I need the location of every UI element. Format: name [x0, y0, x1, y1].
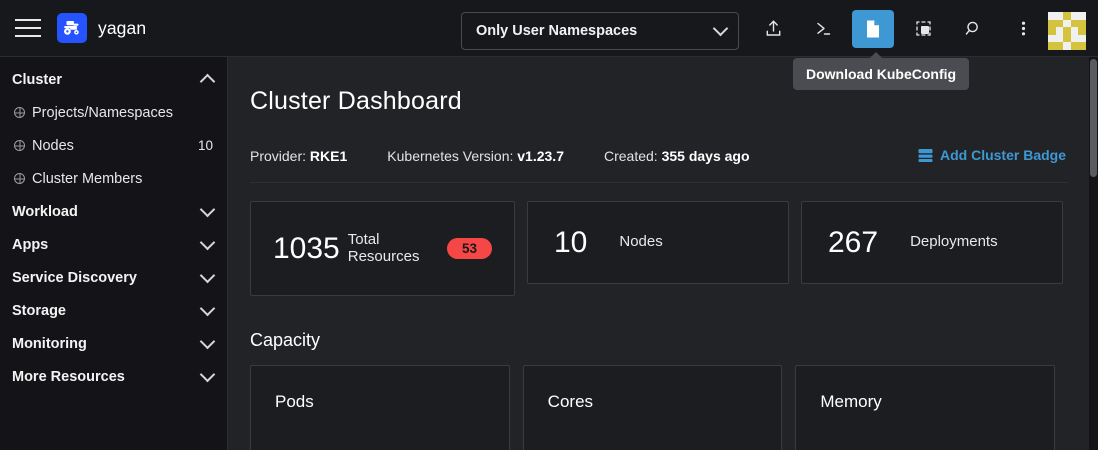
chevron-down-icon — [199, 234, 216, 250]
main-scrollbar[interactable] — [1089, 57, 1098, 450]
chevron-down-icon — [199, 333, 216, 349]
namespace-filter-select[interactable]: Only User Namespaces — [461, 12, 739, 50]
meta-kubernetes-version-value: v1.23.7 — [517, 148, 564, 164]
capacity-cards: Pods Cores Memory — [250, 365, 1068, 450]
stat-value: 1035 — [273, 231, 340, 265]
stat-card-deployments[interactable]: 267 Deployments — [801, 201, 1063, 284]
sidebar-group-label: Monitoring — [12, 335, 87, 352]
capacity-card-label: Pods — [275, 392, 314, 411]
meta-created-label: Created: — [603, 148, 658, 164]
chevron-down-icon — [199, 366, 216, 382]
sidebar-item-label: Nodes — [32, 137, 74, 154]
stat-value: 10 — [554, 225, 588, 259]
badge-card-icon — [918, 148, 933, 162]
stat-cards: 1035 Total Resources 53 10 Nodes 267 Dep… — [250, 201, 1068, 296]
chevron-down-icon — [199, 201, 216, 217]
stat-card-nodes[interactable]: 10 Nodes — [527, 201, 789, 284]
download-kubeconfig-tooltip: Download KubeConfig — [793, 52, 970, 90]
header-tool-icons — [748, 0, 1048, 57]
globe-icon — [14, 107, 25, 118]
sidebar-item-label: Cluster Members — [32, 170, 143, 187]
user-identicon-avatar[interactable] — [1048, 12, 1086, 50]
sidebar-group-label: Storage — [12, 302, 66, 319]
sidebar-group-label: Apps — [12, 236, 49, 253]
chevron-down-icon — [199, 300, 216, 316]
capacity-section-title: Capacity — [250, 330, 321, 350]
main-content: Cluster Dashboard Provider: RKE1 Kuberne… — [228, 57, 1090, 450]
meta-provider-value: RKE1 — [309, 148, 348, 164]
import-yaml-button[interactable] — [752, 10, 794, 48]
stat-label: Deployments — [910, 233, 998, 251]
stat-label: Nodes — [619, 233, 663, 251]
meta-kubernetes-version-label: Kubernetes Version: — [387, 148, 514, 164]
meta-provider-label: Provider: — [250, 148, 307, 164]
sidebar-item-label: Projects/Namespaces — [32, 104, 174, 121]
chevron-up-icon — [199, 73, 216, 89]
kubectl-shell-button[interactable] — [802, 10, 844, 48]
sidebar-group-apps[interactable]: Apps — [0, 228, 227, 261]
sidebar-nav: Cluster Projects/Namespaces Nodes 10 Clu… — [0, 57, 228, 450]
capacity-card-pods[interactable]: Pods — [250, 365, 510, 450]
scrollbar-thumb[interactable] — [1090, 59, 1097, 177]
overflow-menu-button[interactable] — [1002, 10, 1044, 48]
capacity-card-memory[interactable]: Memory — [795, 365, 1056, 450]
capacity-card-cores[interactable]: Cores — [522, 365, 783, 450]
sidebar-group-more-resources[interactable]: More Resources — [0, 360, 227, 393]
top-header: yagan Only User Namespaces — [0, 0, 1098, 57]
sidebar-group-label: Workload — [12, 203, 78, 220]
rancher-tractor-logo — [57, 13, 87, 43]
capacity-card-label: Memory — [820, 392, 882, 411]
sidebar-group-monitoring[interactable]: Monitoring — [0, 327, 227, 360]
sidebar-group-storage[interactable]: Storage — [0, 294, 227, 327]
page-title: Cluster Dashboard — [250, 87, 462, 115]
namespace-filter-value: Only User Namespaces — [476, 23, 638, 39]
status-badge: 53 — [446, 238, 492, 259]
sidebar-item-count: 10 — [197, 138, 213, 153]
sidebar-group-cluster[interactable]: Cluster — [0, 63, 227, 96]
sidebar-group-service-discovery[interactable]: Service Discovery — [0, 261, 227, 294]
chevron-down-icon — [712, 20, 729, 37]
stat-card-total-resources[interactable]: 1035 Total Resources 53 — [250, 201, 515, 296]
sidebar-item-cluster-members[interactable]: Cluster Members — [0, 162, 227, 195]
capacity-card-label: Cores — [547, 392, 594, 411]
copy-kubeconfig-button[interactable] — [902, 10, 944, 48]
stat-label: Total Resources — [347, 230, 420, 265]
brand[interactable]: yagan — [57, 13, 146, 43]
globe-icon — [14, 173, 25, 184]
sidebar-item-projects-namespaces[interactable]: Projects/Namespaces — [0, 96, 227, 129]
download-kubeconfig-button[interactable] — [852, 9, 894, 48]
add-cluster-badge-link[interactable]: Add Cluster Badge — [918, 147, 1066, 163]
hamburger-icon[interactable] — [15, 19, 41, 37]
sidebar-group-label: Cluster — [12, 71, 62, 88]
stat-value: 267 — [828, 225, 879, 259]
sidebar-group-label: Service Discovery — [12, 269, 137, 286]
chevron-down-icon — [199, 267, 216, 283]
search-button[interactable] — [952, 10, 994, 48]
meta-created: Created: 355 days ago — [604, 148, 750, 164]
cluster-meta-row: Provider: RKE1 Kubernetes Version: v1.23… — [250, 147, 1068, 183]
meta-provider: Provider: RKE1 — [250, 148, 347, 164]
globe-icon — [14, 140, 25, 151]
sidebar-group-label: More Resources — [12, 368, 125, 385]
sidebar-item-nodes[interactable]: Nodes 10 — [0, 129, 227, 162]
add-cluster-badge-label: Add Cluster Badge — [939, 147, 1066, 163]
brand-name: yagan — [98, 17, 147, 38]
meta-created-value: 355 days ago — [661, 148, 750, 164]
meta-kubernetes-version: Kubernetes Version: v1.23.7 — [387, 148, 564, 164]
sidebar-group-workload[interactable]: Workload — [0, 195, 227, 228]
